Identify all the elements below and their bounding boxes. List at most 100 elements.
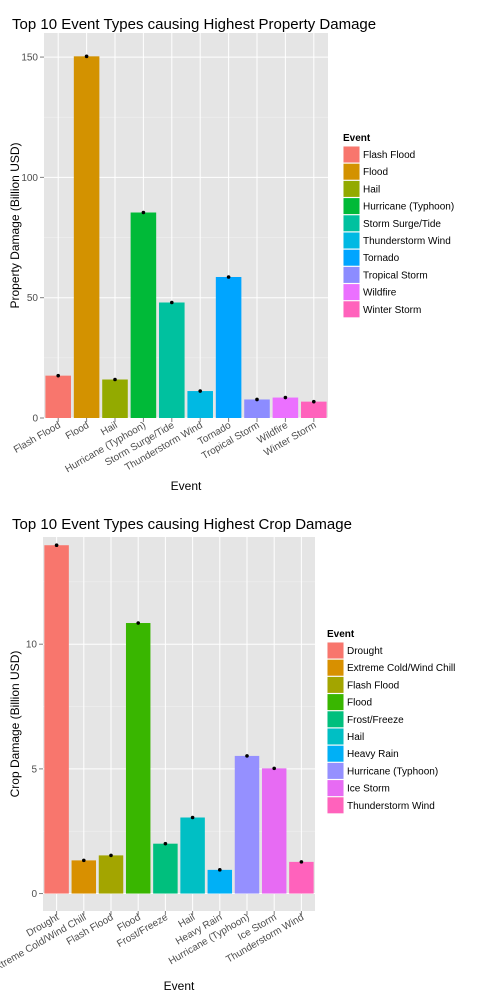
legend-swatch xyxy=(327,642,344,659)
legend-swatch xyxy=(343,266,360,283)
bar-point xyxy=(198,389,202,393)
legend-label: Winter Storm xyxy=(363,305,421,316)
legend-label: Flash Flood xyxy=(347,680,399,691)
y-tick-label: 50 xyxy=(27,293,39,304)
y-axis-title: Property Damage (Billion USD) xyxy=(8,142,22,308)
bar-point xyxy=(82,858,86,863)
legend-label: Heavy Rain xyxy=(347,749,399,760)
legend-swatch xyxy=(327,711,344,728)
legend-label: Drought xyxy=(347,646,383,657)
legend-label: Hurricane (Typhoon) xyxy=(363,202,454,213)
bar xyxy=(234,755,260,894)
legend-label: Hail xyxy=(363,184,380,195)
bar-point xyxy=(312,399,316,404)
bar xyxy=(102,379,128,418)
legend-label: Tornado xyxy=(363,253,400,264)
legend-swatch xyxy=(343,146,360,163)
legend-label: Hail xyxy=(347,732,364,743)
legend-swatch xyxy=(327,797,344,814)
bar xyxy=(73,56,100,418)
chart-title: Top 10 Event Types causing Highest Crop … xyxy=(12,516,352,533)
legend-label: Wildfire xyxy=(363,288,397,299)
x-axis-title: Event xyxy=(171,479,202,493)
y-tick-label: 150 xyxy=(21,53,38,64)
bar xyxy=(207,869,233,894)
legend-swatch xyxy=(343,249,360,266)
legend-label: Tropical Storm xyxy=(363,270,428,281)
bar-point xyxy=(84,54,89,59)
y-axis-title: Crop Damage (Billion USD) xyxy=(8,651,22,798)
bar xyxy=(244,399,270,418)
y-tick-label: 100 xyxy=(21,173,38,184)
bar-point xyxy=(113,377,117,382)
legend-title: Event xyxy=(327,629,355,640)
legend: Event Flash Flood Flood Hail Hurricane (Typh… xyxy=(342,133,454,319)
legend-swatch xyxy=(327,745,344,762)
chart-title: Top 10 Event Types causing Highest Prope… xyxy=(12,16,376,33)
legend-swatch xyxy=(343,215,360,232)
legend-swatch xyxy=(327,762,344,779)
bar xyxy=(289,861,314,894)
legend-swatch xyxy=(343,284,360,301)
bar-point xyxy=(283,395,288,400)
bar xyxy=(130,212,157,418)
legend-label: Thunderstorm Wind xyxy=(347,801,435,812)
y-tick-label: 10 xyxy=(26,640,38,651)
legend-swatch xyxy=(327,676,344,693)
legend-swatch xyxy=(343,232,360,249)
legend-label: Extreme Cold/Wind Chill xyxy=(347,663,455,674)
bar-point xyxy=(56,373,60,378)
legend-label: Hurricane (Typhoon) xyxy=(347,766,438,777)
bar xyxy=(301,401,327,418)
bar-point xyxy=(299,860,304,864)
bar-point xyxy=(109,853,113,858)
legend-label: Flood xyxy=(347,698,372,709)
bar-point xyxy=(245,754,249,758)
legend-label: Flood xyxy=(363,167,388,178)
x-tick-label: Flash Flood xyxy=(12,420,63,456)
bar-point xyxy=(255,397,259,402)
bar xyxy=(180,817,205,894)
chart-2: Top 10 Event Types causing Highest Crop … xyxy=(0,516,455,993)
bar-point xyxy=(136,621,140,625)
bar-point xyxy=(141,210,146,215)
legend-label: Frost/Freeze xyxy=(347,715,404,726)
legend-swatch xyxy=(327,780,344,797)
bar xyxy=(215,276,242,418)
bar xyxy=(159,302,185,418)
x-axis-title: Event xyxy=(164,979,195,993)
bar-point xyxy=(190,815,195,820)
bar xyxy=(98,855,124,894)
y-tick-label: 0 xyxy=(31,889,37,900)
bar-point xyxy=(218,868,222,872)
legend-label: Flash Flood xyxy=(363,150,415,161)
legend-swatch xyxy=(343,180,360,197)
bar-point xyxy=(163,841,168,846)
y-tick-label: 0 xyxy=(32,414,38,425)
y-tick-label: 5 xyxy=(31,764,37,775)
legend-swatch xyxy=(327,659,344,676)
bar-point xyxy=(272,766,277,771)
bar xyxy=(153,843,178,894)
bar xyxy=(44,545,69,894)
legend-label: Thunderstorm Wind xyxy=(363,236,451,247)
bar-point xyxy=(170,300,174,305)
bar xyxy=(71,860,97,894)
legend-swatch xyxy=(343,163,360,180)
legend-swatch xyxy=(343,301,360,318)
legend-label: Ice Storm xyxy=(347,784,390,795)
chart-1: Top 10 Event Types causing Highest Prope… xyxy=(8,16,454,493)
bar xyxy=(45,375,71,418)
bar xyxy=(272,397,299,418)
legend-swatch xyxy=(327,728,344,745)
legend: Event Drought Extreme Cold/Wind Chill Flash… xyxy=(326,629,455,815)
legend-swatch xyxy=(343,198,360,215)
bar xyxy=(187,391,213,418)
legend-label: Storm Surge/Tide xyxy=(363,219,441,230)
x-tick-label: Flood xyxy=(64,420,91,442)
legend-title: Event xyxy=(343,133,371,144)
bar-point xyxy=(54,543,59,548)
bar xyxy=(261,768,287,894)
bar-point xyxy=(226,275,231,279)
